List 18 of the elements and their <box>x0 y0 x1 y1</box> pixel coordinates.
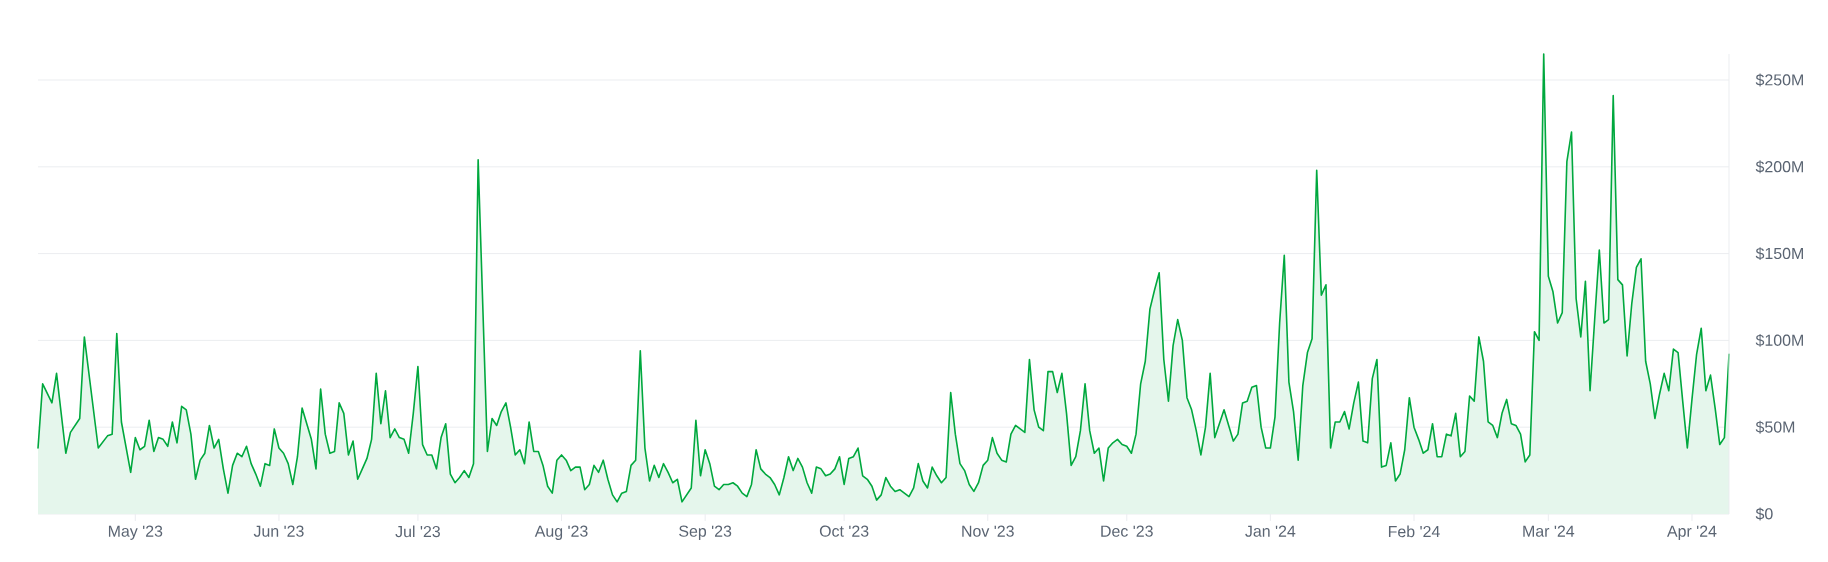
y-tick-label: $150M <box>1755 247 1803 261</box>
y-tick-label: $200M <box>1755 160 1803 174</box>
x-tick-label: Oct '23 <box>819 525 869 537</box>
x-tick-label: Feb '24 <box>1388 525 1440 538</box>
y-tick-label: $250M <box>1755 73 1803 87</box>
y-tick-label: $100M <box>1755 333 1803 347</box>
y-tick-label: $0 <box>1755 507 1773 521</box>
x-tick-label: Jun '23 <box>253 525 304 537</box>
x-tick-label: Nov '23 <box>962 525 1014 537</box>
x-tick-label: Apr '24 <box>1666 525 1717 540</box>
x-tick-label: Jul '23 <box>395 525 440 538</box>
x-tick-label: Mar '24 <box>1523 525 1575 537</box>
x-tick-label: May '23 <box>108 525 163 540</box>
x-tick-label: Sep '23 <box>679 525 732 540</box>
y-tick-label: $50M <box>1755 420 1795 434</box>
x-tick-label: Aug '23 <box>534 525 588 540</box>
x-tick-label: Dec '23 <box>1101 525 1153 537</box>
x-tick-label: Jan '24 <box>1245 525 1296 537</box>
